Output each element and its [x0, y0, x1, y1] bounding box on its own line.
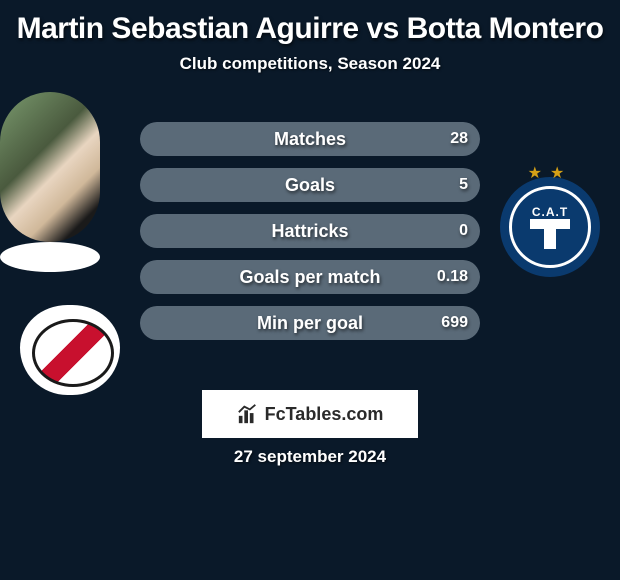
- stat-row: Matches28: [140, 122, 480, 156]
- brand-attribution: FcTables.com: [202, 390, 418, 438]
- stat-value-right: 699: [441, 306, 468, 340]
- stat-row: Goals5: [140, 168, 480, 202]
- comparison-card: Martin Sebastian Aguirre vs Botta Monter…: [0, 0, 620, 580]
- brand-text: FcTables.com: [265, 404, 384, 425]
- player2-photo: [0, 242, 100, 272]
- stat-row: Hattricks0: [140, 214, 480, 248]
- stat-label: Hattricks: [140, 214, 480, 248]
- stat-value-right: 0.18: [437, 260, 468, 294]
- stat-value-right: 0: [459, 214, 468, 248]
- stat-value-right: 5: [459, 168, 468, 202]
- stat-row: Min per goal699: [140, 306, 480, 340]
- star-icon: ★★: [528, 163, 573, 183]
- stat-row: Goals per match0.18: [140, 260, 480, 294]
- player1-photo: [0, 92, 100, 242]
- player2-club-badge: ★★ C.A.T: [500, 177, 600, 277]
- bar-chart-icon: [237, 403, 259, 425]
- stat-label: Goals: [140, 168, 480, 202]
- stat-label: Goals per match: [140, 260, 480, 294]
- page-title: Martin Sebastian Aguirre vs Botta Monter…: [0, 0, 620, 54]
- club2-text: C.A.T: [532, 205, 568, 219]
- stat-label: Min per goal: [140, 306, 480, 340]
- page-subtitle: Club competitions, Season 2024: [0, 54, 620, 92]
- stat-value-right: 28: [450, 122, 468, 156]
- footer-date: 27 september 2024: [0, 447, 620, 467]
- club2-inner: C.A.T: [509, 186, 591, 268]
- stats-bar-chart: Matches28 Goals5 Hattricks0 Goals per match…: [140, 122, 480, 352]
- player1-club-badge: [20, 305, 120, 395]
- stat-label: Matches: [140, 122, 480, 156]
